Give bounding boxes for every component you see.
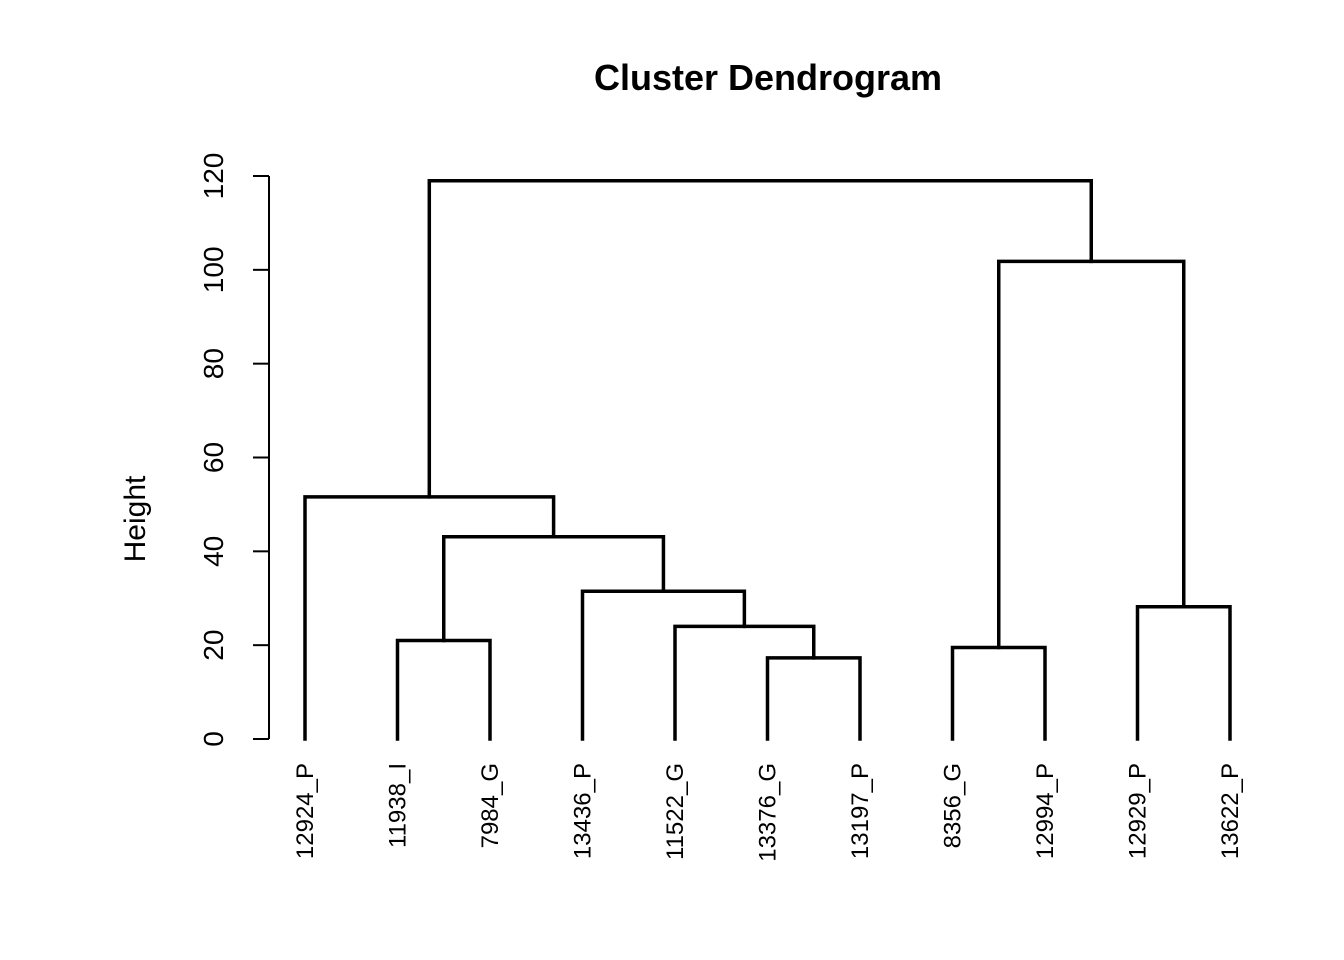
y-axis-label: Height xyxy=(119,475,152,562)
dendrogram-link xyxy=(303,495,556,741)
dendrogram-link xyxy=(442,535,666,643)
leaf-label: 12924_P xyxy=(292,763,319,859)
leaf-label: 11938_I xyxy=(385,763,412,848)
y-tick-label: 60 xyxy=(198,442,229,473)
leaf-label: 12994_P xyxy=(1032,763,1059,859)
y-axis: 0 20 40 60 80 100 120 xyxy=(198,153,270,747)
y-tick-label: 100 xyxy=(198,246,229,293)
y-tick-label: 80 xyxy=(198,348,229,379)
dendrogram-link xyxy=(427,178,1093,499)
dendrogram-link xyxy=(580,589,747,741)
leaf-labels: 12924_P 11938_I 7984_G 13436_P 11522_G 13376_… xyxy=(292,763,1244,862)
leaf-label: 13436_P xyxy=(570,763,597,859)
leaf-label: 12929_P xyxy=(1125,763,1152,859)
dendrogram-links xyxy=(303,178,1232,741)
y-tick-label: 20 xyxy=(198,630,229,661)
y-tick-label: 0 xyxy=(198,731,229,747)
dendrogram-link xyxy=(765,656,862,741)
chart-title: Cluster Dendrogram xyxy=(594,57,942,98)
dendrogram-link xyxy=(950,645,1047,741)
dendrogram-link xyxy=(997,259,1186,650)
dendrogram-link xyxy=(673,624,816,741)
leaf-label: 11522_G xyxy=(662,763,689,860)
y-tick-label: 120 xyxy=(198,153,229,200)
leaf-label: 7984_G xyxy=(477,763,504,848)
leaf-label: 13376_G xyxy=(755,763,782,862)
leaf-label: 8356_G xyxy=(940,763,967,848)
dendrogram-link xyxy=(395,638,492,741)
leaf-label: 13197_P xyxy=(847,763,874,859)
dendrogram-link xyxy=(1135,604,1232,741)
leaf-label: 13622_P xyxy=(1217,763,1244,859)
y-tick-label: 40 xyxy=(198,536,229,567)
